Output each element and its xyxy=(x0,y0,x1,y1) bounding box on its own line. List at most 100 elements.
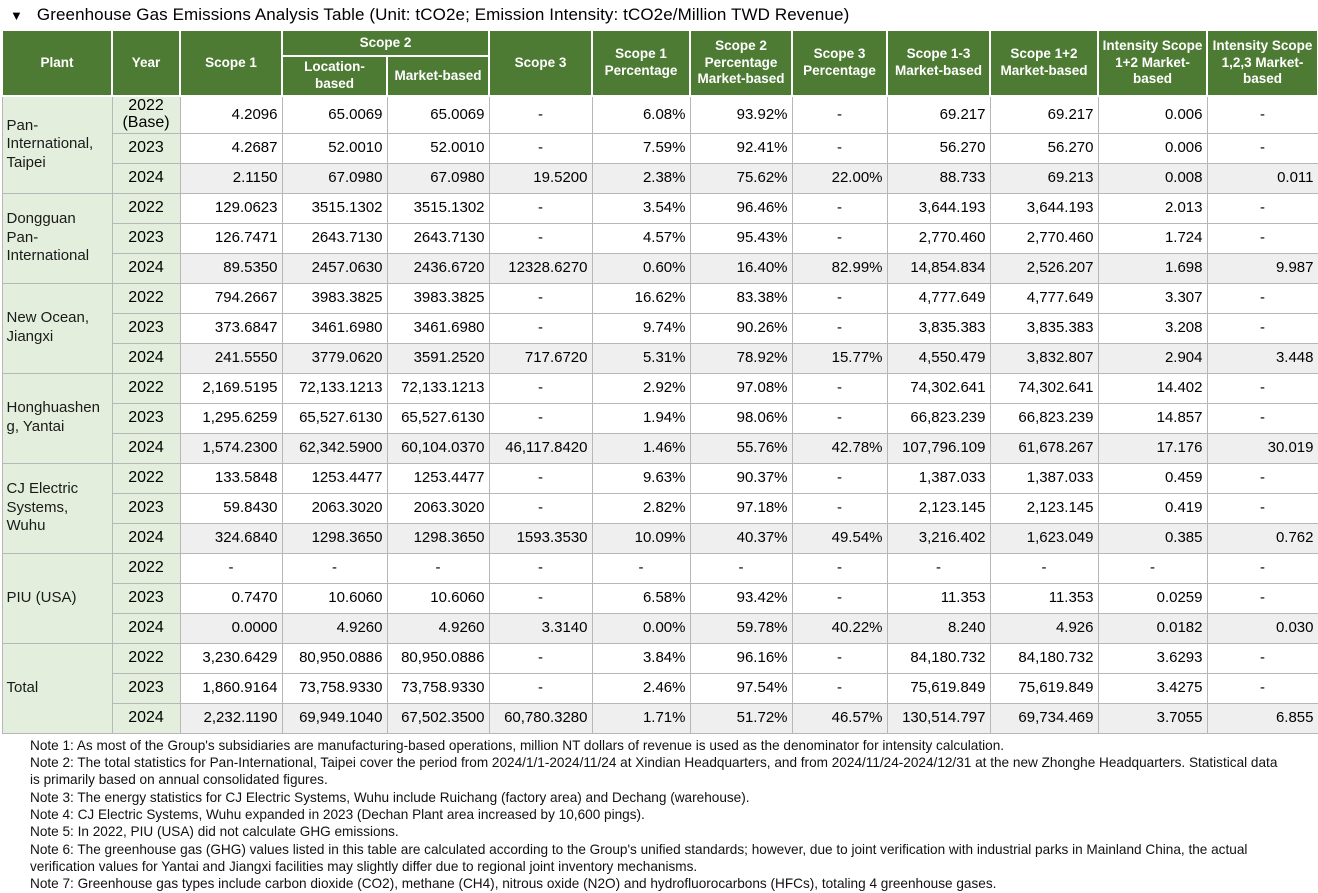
table-row: 2023 1,860.9164 73,758.9330 73,758.9330-2.4… xyxy=(2,672,1318,704)
value-cell: 69.217 xyxy=(989,95,1099,134)
value-cell: 4,777.649 xyxy=(989,282,1099,314)
value-cell: 14.857 xyxy=(1097,402,1208,434)
value-cell: 83.38% xyxy=(689,282,793,314)
value-cell: 69,734.469 xyxy=(989,702,1099,734)
value-cell: - xyxy=(1206,582,1318,614)
note-line: Note 2: The total statistics for Pan-Int… xyxy=(30,754,1278,788)
value-cell: 30.019 xyxy=(1206,432,1318,464)
value-cell: - xyxy=(179,552,283,584)
value-cell: 95.43% xyxy=(689,222,793,254)
value-cell: 93.92% xyxy=(689,95,793,134)
value-cell: 4,777.649 xyxy=(886,282,991,314)
note-line: Note 1: As most of the Group's subsidiar… xyxy=(30,737,1005,753)
plant-name-cell: New Ocean, Jiangxi xyxy=(1,282,113,374)
value-cell: 59.8430 xyxy=(179,492,283,524)
table-row: Honghuasheng, Yantai 2022 2,169.5195 72,133… xyxy=(1,372,1318,464)
value-cell: 69,949.1040 xyxy=(281,702,388,734)
value-cell: 129.0623 xyxy=(179,192,283,224)
note-line: Note 6: The greenhouse gas (GHG) values … xyxy=(30,841,1248,874)
table-row: 2024 2,232.1190 69,949.1040 67,502.3500 60,7… xyxy=(2,702,1318,734)
value-cell: 66,823.239 xyxy=(886,402,991,434)
value-cell: - xyxy=(1206,672,1318,704)
value-cell: 73,758.9330 xyxy=(386,672,490,704)
value-cell: - xyxy=(791,582,888,614)
value-cell: - xyxy=(791,192,888,224)
value-cell: 4.9260 xyxy=(386,612,490,644)
value-cell: 19.5200 xyxy=(488,162,593,194)
value-cell: 75,619.849 xyxy=(886,672,991,704)
value-cell: - xyxy=(1206,222,1318,254)
value-cell: 3.54% xyxy=(591,192,691,224)
table-row: 2024 0.0000 4.9260 4.9260 3.3140 0.00% 59.78% 4… xyxy=(2,612,1318,644)
value-cell: 11.353 xyxy=(989,582,1099,614)
value-cell: - xyxy=(1206,552,1318,584)
value-cell: 52.0010 xyxy=(281,132,388,164)
emissions-table-body: Pan-International, Taipei 2022 (Base) 4.20… xyxy=(1,95,1318,734)
notes: Note 1: As most of the Group's subsidiar… xyxy=(30,737,1285,893)
table-row: 2024 241.5550 3779.0620 3591.2520 717.6720 5.… xyxy=(2,342,1318,374)
value-cell: 2643.7130 xyxy=(386,222,490,254)
year-cell: 2024 xyxy=(111,702,181,734)
value-cell: 61,678.267 xyxy=(989,432,1099,464)
value-cell: 2063.3020 xyxy=(281,492,388,524)
value-cell: - xyxy=(1206,132,1318,164)
value-cell: 1,860.9164 xyxy=(179,672,283,704)
header-market-based: Market-based xyxy=(386,55,490,97)
value-cell: 3983.3825 xyxy=(281,282,388,314)
value-cell: 2.904 xyxy=(1097,342,1208,374)
value-cell: 98.06% xyxy=(689,402,793,434)
value-cell: 130,514.797 xyxy=(886,702,991,734)
value-cell: 22.00% xyxy=(791,162,888,194)
value-cell: 40.37% xyxy=(689,522,793,554)
page-title: ▼ Greenhouse Gas Emissions Analysis Tabl… xyxy=(0,0,1318,29)
value-cell: 12328.6270 xyxy=(488,252,593,284)
value-cell: 51.72% xyxy=(689,702,793,734)
value-cell: 9.74% xyxy=(591,312,691,344)
value-cell: - xyxy=(591,552,691,584)
value-cell: 6.58% xyxy=(591,582,691,614)
value-cell: - xyxy=(488,642,593,674)
value-cell: 10.6060 xyxy=(386,582,490,614)
header-scope1-3-market: Scope 1-3 Market-based xyxy=(886,29,991,97)
value-cell: 55.76% xyxy=(689,432,793,464)
table-row: PIU (USA) 2022- - - - - - - - - - - xyxy=(1,552,1318,644)
value-cell: - xyxy=(1206,402,1318,434)
value-cell: 78.92% xyxy=(689,342,793,374)
year-cell: 2023 xyxy=(111,312,181,344)
value-cell: 93.42% xyxy=(689,582,793,614)
header-location-based: Location-based xyxy=(281,55,388,97)
note-line: Note 3: The energy statistics for CJ Ele… xyxy=(30,789,750,805)
value-cell: - xyxy=(791,462,888,494)
value-cell: 16.62% xyxy=(591,282,691,314)
table-row: 2023 373.6847 3461.6980 3461.6980-9.74% 90.2… xyxy=(2,312,1318,344)
value-cell: - xyxy=(791,132,888,164)
value-cell: 5.31% xyxy=(591,342,691,374)
value-cell: 65.0069 xyxy=(281,95,388,134)
value-cell: 2457.0630 xyxy=(281,252,388,284)
value-cell: 46.57% xyxy=(791,702,888,734)
value-cell: 2.46% xyxy=(591,672,691,704)
value-cell: - xyxy=(488,402,593,434)
value-cell: 75,619.849 xyxy=(989,672,1099,704)
table-row: 2023 1,295.6259 65,527.6130 65,527.6130-1.9… xyxy=(2,402,1318,434)
value-cell: 56.270 xyxy=(886,132,991,164)
table-row: 2024 1,574.2300 62,342.5900 60,104.0370 46,1… xyxy=(2,432,1318,464)
table-row: 2023 4.2687 52.0010 52.0010-7.59% 92.41% -56.… xyxy=(2,132,1318,164)
value-cell: - xyxy=(488,462,593,494)
value-cell: 0.030 xyxy=(1206,612,1318,644)
table-row: New Ocean, Jiangxi 2022 794.2667 3983.3825 3… xyxy=(1,282,1318,374)
value-cell: 67.0980 xyxy=(386,162,490,194)
value-cell: 0.0000 xyxy=(179,612,283,644)
value-cell: 49.54% xyxy=(791,522,888,554)
value-cell: 4.2096 xyxy=(179,95,283,134)
table-row: 2023 0.7470 10.6060 10.6060-6.58% 93.42% -11.… xyxy=(2,582,1318,614)
value-cell: 90.26% xyxy=(689,312,793,344)
value-cell: 3779.0620 xyxy=(281,342,388,374)
value-cell: 0.008 xyxy=(1097,162,1208,194)
emissions-table: Plant Year Scope 1 Scope 2 Scope 3 Scope… xyxy=(1,29,1318,734)
value-cell: - xyxy=(989,552,1099,584)
value-cell: 3515.1302 xyxy=(281,192,388,224)
value-cell: 2.38% xyxy=(591,162,691,194)
value-cell: 373.6847 xyxy=(179,312,283,344)
value-cell: 97.54% xyxy=(689,672,793,704)
